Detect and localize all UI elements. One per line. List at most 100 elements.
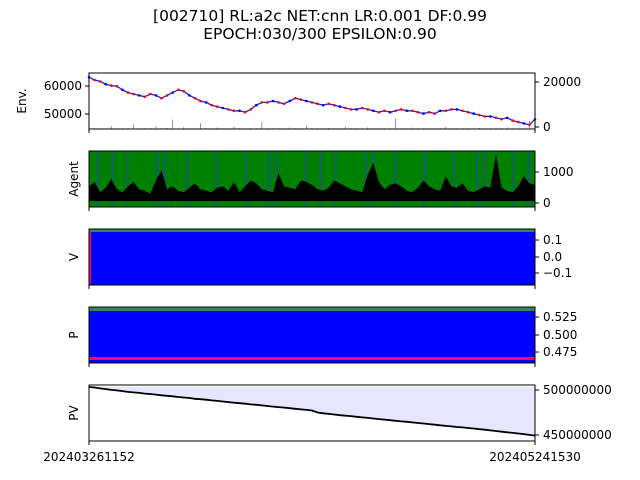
p-top-band xyxy=(89,307,535,311)
trade-marker xyxy=(516,120,520,124)
trade-marker xyxy=(316,102,319,106)
agent-sell-stripe xyxy=(482,151,486,207)
agent-sell-stripes xyxy=(96,151,531,207)
agent-sell-stripe xyxy=(215,151,218,207)
trade-marker xyxy=(271,99,275,103)
trade-marker xyxy=(366,108,370,111)
trade-marker xyxy=(433,112,436,115)
agent-sell-stripe xyxy=(245,151,248,207)
trade-marker xyxy=(472,112,475,115)
env-ylabel: Env. xyxy=(15,88,29,113)
trade-marker xyxy=(399,108,403,111)
trade-marker xyxy=(450,108,453,111)
pv-line xyxy=(88,386,536,437)
trade-marker xyxy=(455,108,459,111)
trade-marker xyxy=(305,99,308,103)
trade-marker xyxy=(427,110,431,114)
chart-title-line2: EPOCH:030/300 EPSILON:0.90 xyxy=(203,25,437,43)
env-frame xyxy=(88,72,536,130)
agent-sell-stripe xyxy=(393,151,397,207)
trade-marker xyxy=(193,96,197,100)
trade-marker xyxy=(137,94,141,97)
agent-sell-stripe xyxy=(512,151,516,207)
trade-markers xyxy=(87,75,537,127)
env-ytick-left: 60000 xyxy=(44,79,82,93)
agent-sell-stripe xyxy=(126,151,129,207)
agent-sell-stripe xyxy=(364,151,367,207)
pv-ytick-right: 450000000 xyxy=(543,428,612,442)
volume-bars xyxy=(88,118,536,129)
trade-marker xyxy=(494,116,498,120)
trade-marker xyxy=(210,103,213,107)
pv-panel: PV 500000000 450000000 202403261152 2024… xyxy=(43,383,612,464)
trade-marker xyxy=(227,108,230,111)
agent-ylabel: Agent xyxy=(67,161,81,197)
env-panel: Env. 60000 50000 20000 0 xyxy=(15,72,581,134)
agent-sell-stripe xyxy=(267,151,270,207)
trade-marker xyxy=(176,88,180,92)
trade-marker xyxy=(411,109,414,113)
v-ylabel: V xyxy=(67,252,81,261)
agent-sell-stripe xyxy=(334,151,337,207)
trade-marker xyxy=(444,109,448,113)
trade-marker xyxy=(154,94,158,97)
trade-marker xyxy=(383,109,386,113)
agent-area xyxy=(89,153,535,202)
pv-ylabel: PV xyxy=(67,404,81,420)
trade-marker xyxy=(121,88,124,92)
v-ytick-right: 0.0 xyxy=(543,250,562,264)
trade-marker xyxy=(500,117,503,121)
trade-marker xyxy=(204,101,208,104)
trade-marker xyxy=(466,110,470,114)
pv-ytick-right: 500000000 xyxy=(543,383,612,397)
agent-sell-stripe xyxy=(453,151,456,207)
trade-marker xyxy=(327,102,331,106)
trade-marker xyxy=(110,84,113,87)
v-panel: V 0.1 0.0 −0.1 xyxy=(67,228,572,286)
p-area xyxy=(89,307,535,363)
trade-marker xyxy=(461,109,464,113)
trade-marker xyxy=(266,101,269,104)
agent-sell-stripe xyxy=(304,151,308,207)
agent-frame xyxy=(88,150,536,208)
price-line xyxy=(88,76,536,126)
trade-marker xyxy=(477,113,481,117)
trade-marker xyxy=(160,96,163,100)
v-area xyxy=(89,229,535,285)
v-ytick-right: 0.1 xyxy=(543,233,562,247)
agent-sell-stripe xyxy=(163,151,166,207)
trade-marker xyxy=(93,78,96,82)
trade-marker xyxy=(115,84,119,88)
v-ytick-right: −0.1 xyxy=(543,266,572,280)
trade-marker xyxy=(260,101,264,104)
trade-marker xyxy=(132,92,135,96)
x-tick-start: 202403261152 xyxy=(43,450,135,464)
trade-marker xyxy=(405,109,409,113)
v-start-mark xyxy=(89,232,91,284)
trade-marker xyxy=(221,106,225,110)
trade-marker xyxy=(422,112,425,115)
p-bottom-band xyxy=(89,357,535,360)
p-ytick-right: 0.500 xyxy=(543,328,577,342)
trade-marker xyxy=(388,110,392,114)
trade-marker xyxy=(377,110,381,114)
p-ylabel: P xyxy=(67,331,81,338)
agent-sell-stripe xyxy=(274,151,278,207)
agent-sell-stripe xyxy=(527,151,531,207)
trade-marker xyxy=(143,95,147,99)
trade-marker xyxy=(149,92,152,96)
trade-marker xyxy=(277,101,280,104)
trade-marker xyxy=(171,91,174,94)
trade-marker xyxy=(528,123,531,127)
trade-marker xyxy=(483,115,487,118)
trade-marker xyxy=(182,89,186,93)
x-ticks-upper xyxy=(88,129,536,367)
agent-sell-stripe xyxy=(319,151,322,207)
v-top-edge xyxy=(89,229,535,232)
chart-title-line1: [002710] RL:a2c NET:cnn LR:0.001 DF:0.99 xyxy=(153,7,487,25)
trade-marker xyxy=(126,91,130,94)
pv-frame xyxy=(88,384,536,442)
agent-ytick-right: 1000 xyxy=(543,165,574,179)
trade-marker xyxy=(372,109,375,113)
